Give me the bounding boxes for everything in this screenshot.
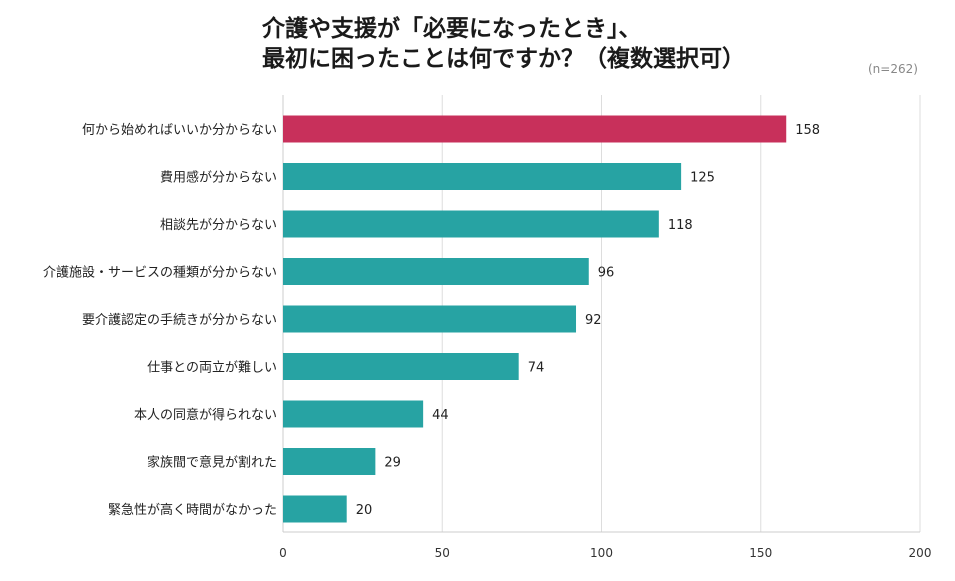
data-label: 125 [690, 171, 715, 186]
x-tick-label: 0 [279, 546, 287, 560]
data-label: 158 [795, 123, 820, 138]
category-label: 費用感が分からない [160, 170, 277, 186]
bar [283, 116, 786, 143]
bar [283, 353, 519, 380]
x-tick-label: 100 [590, 546, 613, 560]
data-label: 44 [432, 408, 449, 423]
data-label: 29 [384, 456, 401, 471]
data-label: 74 [528, 361, 545, 376]
data-label: 96 [598, 266, 615, 281]
category-label: 相談先が分からない [160, 217, 277, 233]
category-label: 緊急性が高く時間がなかった [108, 502, 277, 518]
category-label: 要介護認定の手続きが分からない [82, 312, 277, 328]
category-label: 本人の同意が得られない [134, 407, 277, 423]
category-label: 何から始めればいいか分からない [82, 122, 277, 138]
bar [283, 211, 659, 238]
bar [283, 163, 681, 190]
x-tick-label: 200 [909, 546, 932, 560]
data-label: 20 [356, 503, 373, 518]
bar [283, 496, 347, 523]
bar [283, 258, 589, 285]
category-label: 家族間で意見が割れた [147, 455, 277, 471]
x-tick-label: 50 [435, 546, 450, 560]
bar [283, 401, 423, 428]
data-label: 92 [585, 313, 602, 328]
x-tick-label: 150 [749, 546, 772, 560]
data-label: 118 [668, 218, 693, 233]
bar [283, 306, 576, 333]
category-label: 仕事との両立が難しい [147, 361, 277, 376]
category-label: 介護施設・サービスの種類が分からない [43, 265, 277, 281]
bar [283, 448, 375, 475]
